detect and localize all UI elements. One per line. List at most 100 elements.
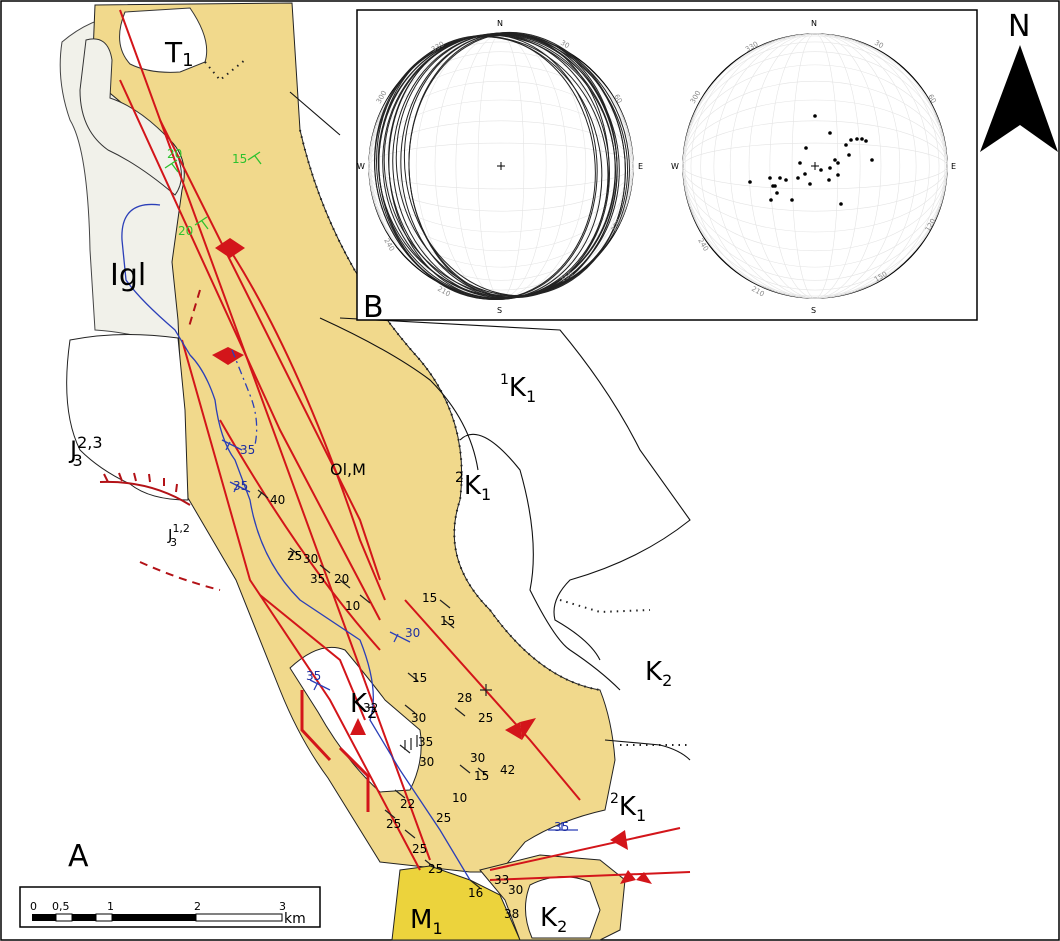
pole-point [828,166,832,170]
dip-reading: 25 [428,862,443,876]
dip-reading: 35 [554,820,569,834]
pole-point [864,139,868,143]
pole-point [796,176,800,180]
panel-label-a: A [68,839,89,874]
dip-reading: 35 [240,443,255,457]
net-grid-line [682,142,948,190]
azimuth-label: 60 [926,93,937,105]
unit-ol-m-area[interactable] [91,2,616,873]
great-circle [376,36,603,301]
faults [119,9,691,881]
north-label: N [1008,9,1030,44]
cardinal-w: W [357,162,365,171]
strike-slip-arrows [300,690,370,812]
label-k2-center: K2 [350,689,377,722]
pole-point [855,137,859,141]
dip-reading: 30 [470,751,485,765]
label-m1: M1 [410,905,443,938]
scale-tick: 1 [107,900,114,913]
pole-point [808,182,812,186]
dip-reading: 30 [508,883,523,897]
pole-point [844,143,848,147]
dip-reading: 25 [386,817,401,831]
pole-point [836,173,840,177]
cardinal-e: E [638,162,643,171]
cardinal-e: E [951,162,956,171]
dip-reading: 35 [418,735,433,749]
unit-m1-area[interactable] [391,865,521,941]
pole-point [768,176,772,180]
dip-reading: 16 [468,886,483,900]
dip-reading: 33 [494,873,509,887]
pole-point [804,146,808,150]
azimuth-label: 60 [612,93,623,105]
pole-point [833,158,837,162]
cardinal-s: S [811,306,816,315]
dip-reading: 38 [504,907,519,921]
pole-point [860,137,864,141]
cardinal-s: S [497,306,502,315]
dip-reading: 40 [270,493,285,507]
scale-tick: 0 [30,900,37,913]
dip-reading: 15 [412,671,427,685]
dip-reading: 30 [419,755,434,769]
pole-point [839,202,843,206]
dip-reading: 20 [334,572,349,586]
pole-point [775,191,779,195]
label-1k1: 1K1 [500,372,536,406]
unconformity-contacts [204,59,690,746]
label-2k1-bottom: 2K1 [610,791,646,825]
cardinal-n: N [497,19,503,28]
dip-reading: 20 [178,224,193,238]
scale-tick: 2 [194,900,201,913]
label-igl: Igl [110,258,146,293]
cardinal-w: W [671,162,679,171]
scale-tick: 3 [279,900,286,913]
scale-tick: 0,5 [52,900,70,913]
dip-reading: 15 [422,591,437,605]
dip-reading: 25 [436,811,451,825]
dip-reading: 20 [167,147,182,161]
river [121,203,471,881]
dip-reading: 15 [440,614,455,628]
stereonet-great-circles: N E S W 330 30 300 60 240 120 210 150 [357,19,643,315]
label-ol-m: Ol,M [330,460,366,479]
scale-bar: 0 0,5 1 2 3 km [19,886,321,928]
normal-fault-hachured [99,289,221,591]
azimuth-label: 30 [873,39,885,50]
cardinal-n: N [811,19,817,28]
pole-point [773,184,777,188]
label-k2-right: K2 [645,657,672,690]
pole-point [836,161,840,165]
dip-reading: 15 [474,769,489,783]
azimuth-label: 30 [559,39,571,50]
label-j3-12: J1,2 3 [167,522,190,549]
dip-reading: 30 [411,711,426,725]
stereonet-poles: N E S W 330 30 300 60 240 120 210 150 [671,19,956,315]
dip-reading: 22 [400,797,415,811]
formation-boundaries [289,91,691,761]
net-grid-line [791,33,839,299]
pole-point [784,178,788,182]
dip-reading: 25 [478,711,493,725]
net-grid-line [368,142,634,190]
pole-point [813,114,817,118]
pole-point [819,168,823,172]
inset-b-stereonets: B N E S W 330 30 300 60 240 120 210 150 [356,9,978,325]
pole-point [790,198,794,202]
pole-point [847,153,851,157]
north-arrow-icon: N [980,9,1058,152]
dip-symbols-green [164,151,262,230]
dip-symbols-blue [221,439,578,831]
pole-point [778,176,782,180]
unit-t1-area [119,7,208,73]
scale-unit: km [284,911,306,927]
pole-point [803,172,807,176]
label-k2-bottom: K2 [540,903,567,936]
pole-point [870,158,874,162]
pole-point [849,138,853,142]
pole-point [769,198,773,202]
label-t1: T1 [164,36,194,71]
dip-reading: 10 [345,599,360,613]
